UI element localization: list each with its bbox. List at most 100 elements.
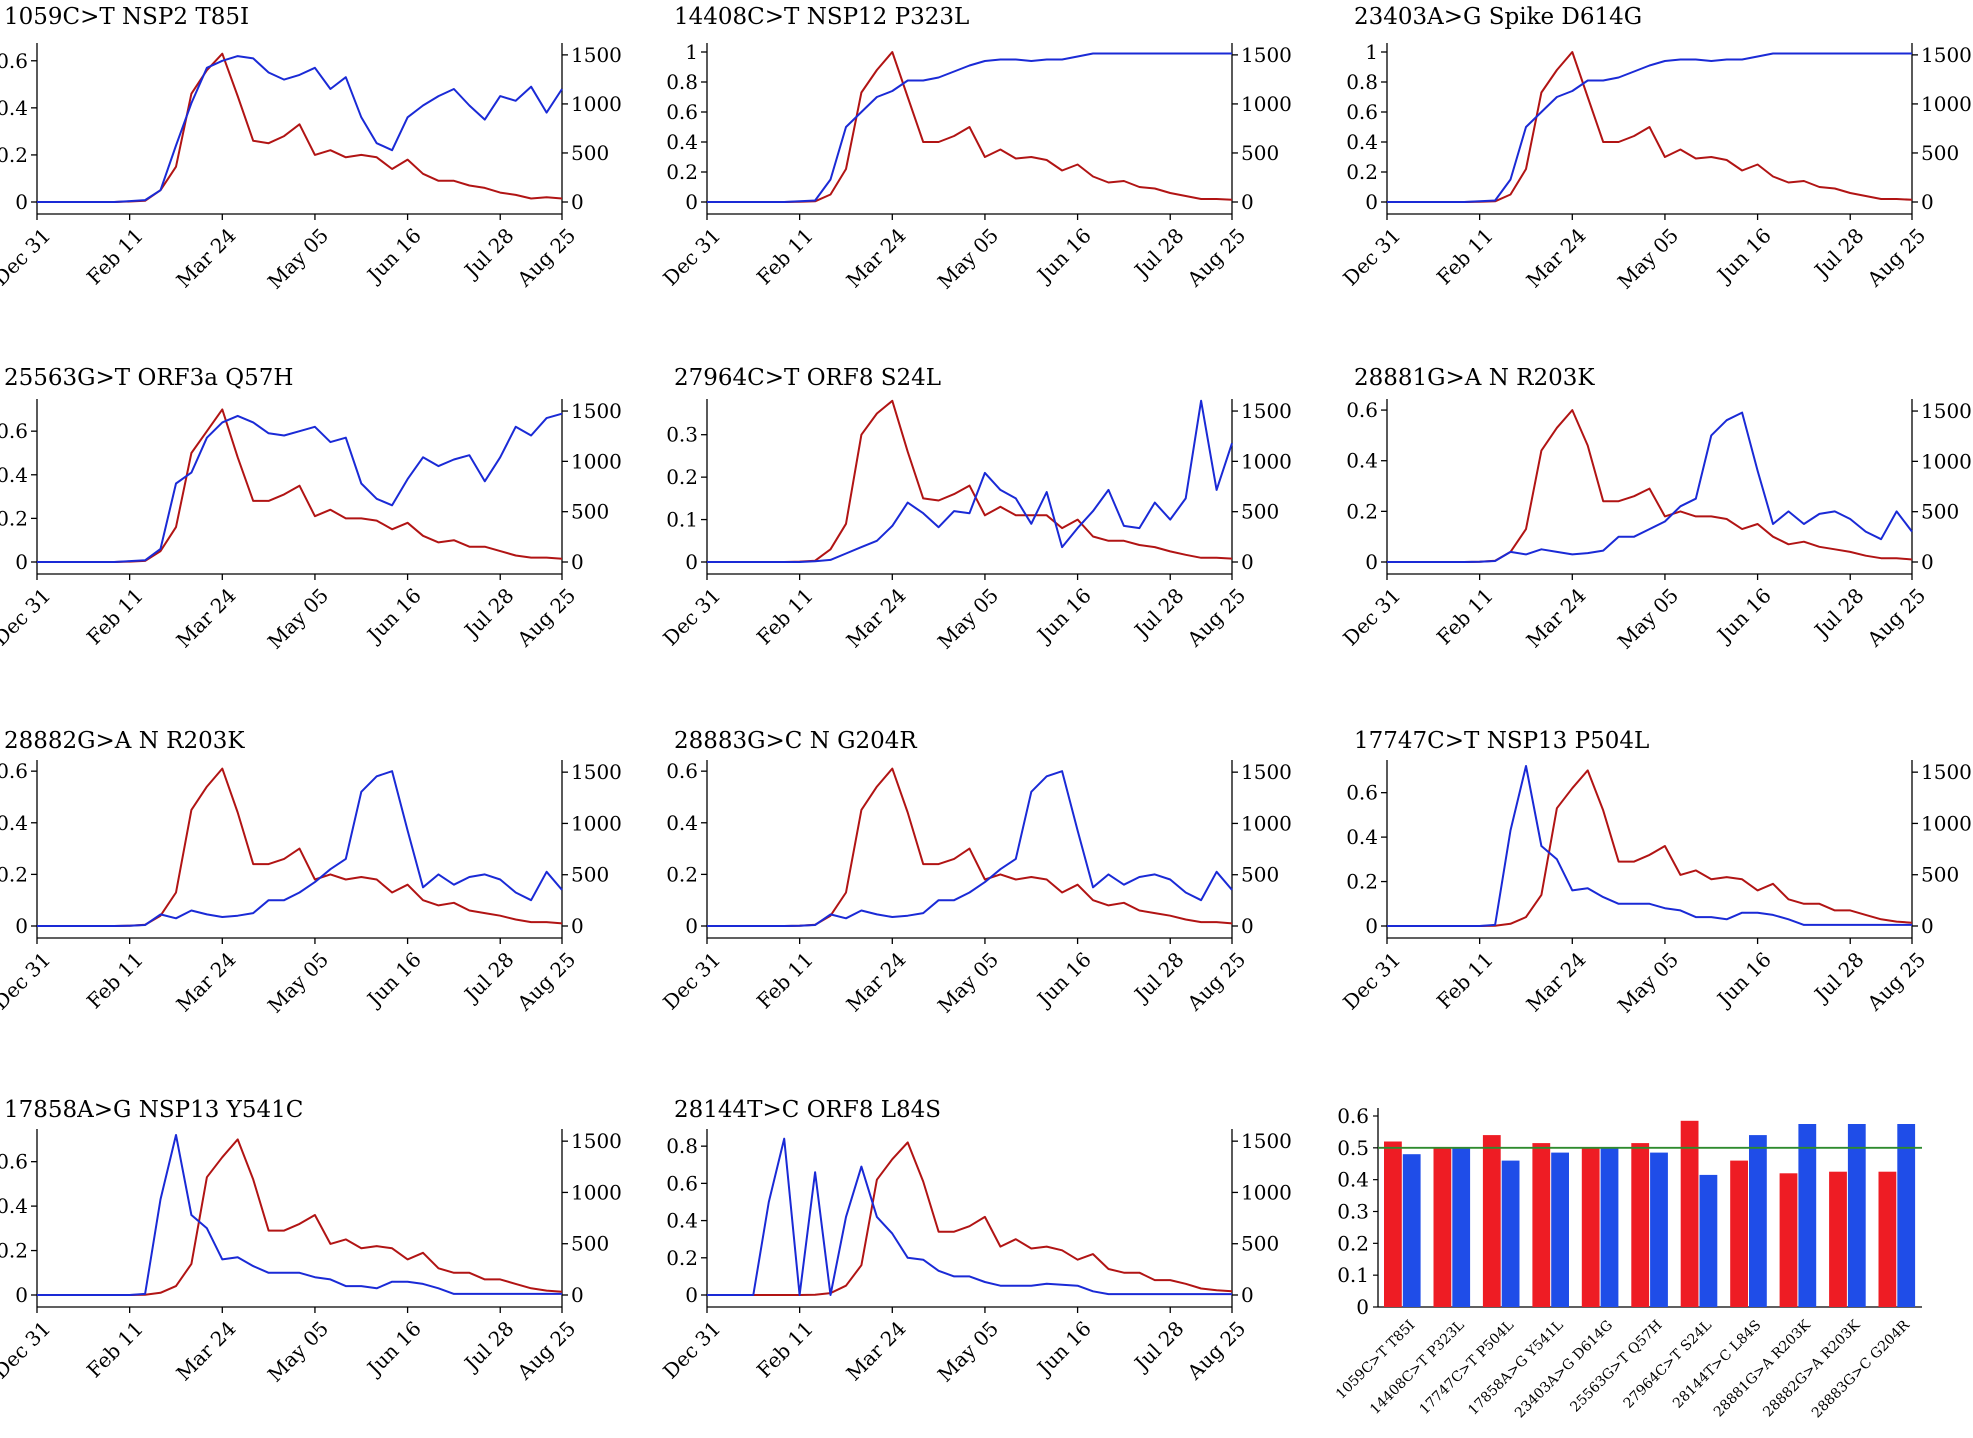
bar-y-tick-label: 0.1 xyxy=(1337,1263,1369,1287)
y-left-tick-label: 0.6 xyxy=(666,759,698,783)
y-left-tick-label: 0 xyxy=(15,550,28,574)
y-right-tick-label: 1500 xyxy=(571,1129,622,1153)
x-tick-label: Aug 25 xyxy=(1182,1316,1251,1385)
panel-title: 28144T>C ORF8 L84S xyxy=(674,1097,941,1123)
y-left-tick-label: 0 xyxy=(685,190,698,214)
red-series-line xyxy=(1387,409,1913,563)
y-right-tick-label: 500 xyxy=(571,863,609,887)
red-series-line xyxy=(707,51,1233,203)
y-left-tick-label: 0.6 xyxy=(0,419,28,443)
x-tick-label: Dec 31 xyxy=(1338,947,1405,1014)
bar-y-tick-label: 0 xyxy=(1356,1295,1369,1319)
x-tick-label: May 05 xyxy=(263,947,333,1017)
y-right-tick-label: 0 xyxy=(1921,550,1934,574)
red-series-line xyxy=(707,1141,1233,1296)
y-left-tick-label: 0.4 xyxy=(0,96,28,120)
x-tick-label: May 05 xyxy=(933,947,1003,1017)
y-right-tick-label: 1500 xyxy=(1921,760,1972,784)
y-left-tick-label: 0.8 xyxy=(1346,70,1378,94)
x-tick-label: Mar 24 xyxy=(841,223,910,292)
y-right-tick-label: 1000 xyxy=(1921,92,1972,116)
x-tick-label: Jul 28 xyxy=(1808,583,1868,643)
x-tick-label: Jun 16 xyxy=(1031,583,1096,648)
bar-y-tick-label: 0.3 xyxy=(1337,1200,1369,1224)
x-tick-label: Feb 11 xyxy=(82,1316,148,1382)
y-right-tick-label: 1000 xyxy=(1241,811,1292,835)
y-left-tick-label: 0.2 xyxy=(666,862,698,886)
x-tick-label: Aug 25 xyxy=(1862,223,1931,292)
y-right-tick-label: 500 xyxy=(571,1232,609,1256)
blue-series-line xyxy=(37,770,563,927)
bar-category-label: 28881G>A R203K xyxy=(1711,1317,1814,1420)
y-left-tick-label: 0.3 xyxy=(666,423,698,447)
x-tick-label: Jun 16 xyxy=(1711,223,1776,288)
x-tick-label: Feb 11 xyxy=(752,223,818,289)
x-tick-label: Jul 28 xyxy=(1808,947,1868,1007)
y-left-tick-label: 0.2 xyxy=(666,160,698,184)
y-left-tick-label: 0 xyxy=(15,914,28,938)
red-series-line xyxy=(37,408,563,563)
y-right-tick-label: 0 xyxy=(1921,914,1934,938)
y-right-tick-label: 1500 xyxy=(1241,1129,1292,1153)
y-right-tick-label: 0 xyxy=(1241,914,1254,938)
red-series-line xyxy=(37,1138,563,1296)
bar-category-label: 14408C>T P323L xyxy=(1367,1317,1468,1418)
panel-title: 1059C>T NSP2 T85I xyxy=(4,4,249,30)
red-bar xyxy=(1680,1120,1699,1307)
x-tick-label: Dec 31 xyxy=(0,583,55,650)
x-tick-label: Jun 16 xyxy=(361,1316,426,1381)
y-left-tick-label: 0.6 xyxy=(1346,100,1378,124)
x-tick-label: May 05 xyxy=(933,583,1003,653)
y-right-tick-label: 1000 xyxy=(1241,92,1292,116)
x-tick-label: Mar 24 xyxy=(171,223,240,292)
y-left-tick-label: 0 xyxy=(15,190,28,214)
x-tick-label: Mar 24 xyxy=(841,1316,910,1385)
x-tick-label: Feb 11 xyxy=(752,583,818,649)
x-tick-label: Jun 16 xyxy=(1031,223,1096,288)
x-tick-label: Jun 16 xyxy=(361,583,426,648)
x-tick-label: Jun 16 xyxy=(1031,1316,1096,1381)
x-tick-label: Jul 28 xyxy=(1808,223,1868,283)
y-right-tick-label: 1000 xyxy=(1921,449,1972,473)
x-tick-label: Aug 25 xyxy=(1862,947,1931,1016)
y-left-tick-label: 0.2 xyxy=(0,1239,28,1263)
blue-bar xyxy=(1452,1147,1471,1307)
x-tick-label: May 05 xyxy=(933,223,1003,293)
red-series-line xyxy=(707,767,1233,927)
y-left-tick-label: 0.6 xyxy=(0,759,28,783)
x-tick-label: Dec 31 xyxy=(658,223,725,290)
red-bar xyxy=(1482,1135,1501,1307)
x-tick-label: Jul 28 xyxy=(458,947,518,1007)
x-tick-label: Aug 25 xyxy=(512,583,581,652)
y-right-tick-label: 1000 xyxy=(1921,811,1972,835)
blue-bar xyxy=(1847,1124,1866,1307)
x-tick-label: Mar 24 xyxy=(171,583,240,652)
x-tick-label: Aug 25 xyxy=(512,947,581,1016)
bar-y-tick-label: 0.4 xyxy=(1337,1168,1369,1192)
bar-category-label: 17747C>T P504L xyxy=(1417,1317,1518,1418)
x-tick-label: Aug 25 xyxy=(1182,947,1251,1016)
blue-bar xyxy=(1897,1124,1916,1307)
y-right-tick-label: 0 xyxy=(571,914,584,938)
y-left-tick-label: 0.6 xyxy=(1346,398,1378,422)
y-left-tick-label: 0.2 xyxy=(1346,870,1378,894)
x-tick-label: Jul 28 xyxy=(1128,947,1188,1007)
y-left-tick-label: 1 xyxy=(685,40,698,64)
y-right-tick-label: 0 xyxy=(1241,550,1254,574)
red-bar xyxy=(1532,1143,1551,1307)
x-tick-label: Aug 25 xyxy=(512,223,581,292)
red-series-line xyxy=(707,399,1233,563)
red-bar xyxy=(1730,1160,1748,1307)
y-right-tick-label: 500 xyxy=(1921,863,1959,887)
x-tick-label: Dec 31 xyxy=(1338,583,1405,650)
y-right-tick-label: 500 xyxy=(1921,500,1959,524)
x-tick-label: Feb 11 xyxy=(1432,947,1498,1013)
x-tick-label: Aug 25 xyxy=(1182,583,1251,652)
x-tick-label: Feb 11 xyxy=(82,583,148,649)
x-tick-label: Mar 24 xyxy=(171,947,240,1016)
blue-bar xyxy=(1402,1154,1421,1307)
blue-series-line xyxy=(707,770,1233,927)
x-tick-label: Jun 16 xyxy=(361,947,426,1012)
x-tick-label: Jul 28 xyxy=(458,1316,518,1376)
y-right-tick-label: 0 xyxy=(571,550,584,574)
